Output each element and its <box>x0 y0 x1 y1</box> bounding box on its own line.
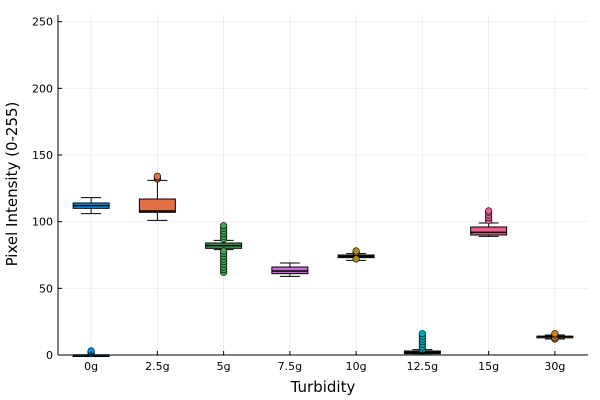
outlier-point <box>551 330 559 338</box>
box-series <box>470 207 508 237</box>
x-tick-label: 10g <box>346 360 367 373</box>
y-axis-title: Pixel Intensity (0-255) <box>3 102 21 267</box>
grid-lines <box>58 15 588 356</box>
outlier-point <box>220 222 228 230</box>
box-iqr <box>138 198 176 213</box>
box-series <box>271 262 309 277</box>
box-series <box>536 330 574 343</box>
y-tick-label: 0 <box>46 349 53 362</box>
x-tick-label: 2.5g <box>145 360 169 373</box>
outlier-point <box>153 172 161 180</box>
y-tick-label: 50 <box>39 282 53 295</box>
x-tick-label: 15g <box>478 360 499 373</box>
outlier-point <box>418 330 426 338</box>
x-tick-label: 5g <box>217 360 231 373</box>
y-tick-label: 200 <box>32 82 53 95</box>
box-series <box>337 247 375 263</box>
x-tick-label: 7.5g <box>278 360 302 373</box>
outlier-point <box>352 247 360 255</box>
axes: 0 50 100 150 200 250 0g 2.5g 5g 7.5g 10g 12.5g 15g 30… <box>32 15 588 373</box>
x-axis-title: Turbidity <box>290 378 356 396</box>
box-series <box>138 172 176 221</box>
y-tick-label: 250 <box>32 16 53 29</box>
x-tick-label: 0g <box>84 360 98 373</box>
boxes <box>72 172 574 358</box>
y-tick-label: 150 <box>32 149 53 162</box>
outlier-point <box>352 255 360 263</box>
box-iqr <box>470 226 508 236</box>
outlier-point <box>485 207 493 215</box>
outlier-point <box>220 247 228 255</box>
box-series <box>72 197 110 215</box>
x-tick-label: 12.5g <box>407 360 438 373</box>
x-tick-label: 30g <box>544 360 565 373</box>
y-tick-label: 100 <box>32 216 53 229</box>
box-series <box>403 330 441 355</box>
box-series <box>205 222 243 276</box>
